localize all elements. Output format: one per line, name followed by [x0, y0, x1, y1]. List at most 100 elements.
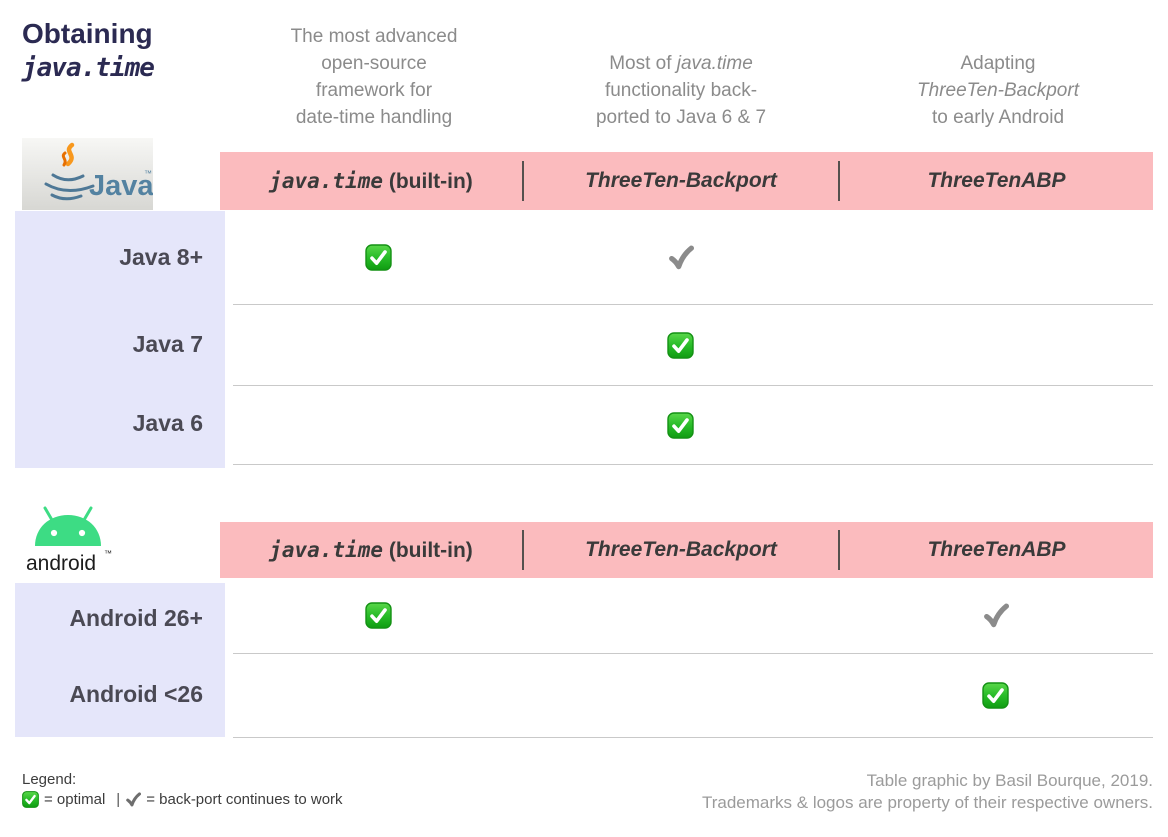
legend-heading: Legend:	[22, 771, 77, 788]
android-row-labels: Android 26+ Android <26	[15, 583, 225, 737]
legend-optimal-text: = optimal	[44, 791, 106, 808]
header-divider	[838, 530, 840, 570]
header-builtin-suffix: (built-in)	[383, 538, 473, 562]
table-row	[233, 578, 1153, 654]
android-antenna-right	[82, 506, 93, 522]
java-logo: Java ™	[22, 138, 154, 210]
optimal-check-icon	[364, 243, 392, 271]
row-label: Java 6	[132, 409, 203, 436]
header-threeten-backport: ThreeTen-Backport	[585, 169, 777, 192]
row-label: Android 26+	[69, 604, 203, 631]
row-label: Java 8+	[119, 244, 203, 270]
java-logo-text: Java	[89, 170, 153, 202]
android-antenna-left	[43, 506, 54, 522]
page-title-line2: java.time	[22, 53, 155, 83]
table-cell	[523, 578, 838, 653]
table-cell	[838, 210, 1153, 304]
header-divider	[522, 161, 524, 201]
optimal-check-icon	[22, 791, 39, 808]
android-head-icon	[35, 515, 101, 546]
android-logo-tm: ™	[104, 549, 112, 558]
android-logo: android ™	[20, 494, 144, 578]
desc-line: The most advanced	[290, 26, 458, 47]
java-cup-line3	[50, 193, 83, 201]
header-javatime-name: java.time	[269, 168, 383, 193]
desc-line: Most of java.time	[549, 50, 813, 77]
desc-text: Most of	[609, 53, 677, 74]
desc-line: open-source	[321, 53, 427, 74]
java-row-labels: Java 8+ Java 7 Java 6	[15, 211, 225, 468]
java-logo-tm: ™	[144, 169, 152, 178]
table-cell	[523, 210, 838, 304]
legend-divider: |	[116, 791, 121, 808]
java-logo-graphic: Java ™	[44, 142, 154, 202]
android-logo-text: android	[26, 552, 96, 575]
table-cell	[523, 305, 838, 385]
column-description-javatime: The most advanced open-source framework …	[234, 23, 514, 131]
java-table-header: java.time (built-in) ThreeTen-Backport T…	[220, 152, 1153, 210]
table-cell	[523, 654, 838, 737]
android-table-header: java.time (built-in) ThreeTen-Backport T…	[220, 522, 1153, 578]
header-divider	[522, 530, 524, 570]
row-label: Android <26	[69, 681, 203, 707]
desc-line: to early Android	[931, 107, 1065, 128]
optimal-check-icon	[667, 331, 694, 359]
table-cell	[838, 386, 1153, 464]
table-cell	[233, 305, 523, 385]
android-logo-graphic: android ™	[26, 506, 112, 575]
table-row	[233, 210, 1153, 305]
android-eye-left	[50, 529, 58, 537]
java-steam-icon	[65, 142, 75, 167]
table-cell	[233, 578, 523, 653]
desc-text-italic: java.time	[676, 53, 753, 74]
java-cup-line2	[44, 182, 95, 192]
header-builtin-suffix: (built-in)	[383, 169, 473, 193]
legend: Legend: = optimal | = back-port continue…	[22, 771, 343, 808]
optimal-check-icon	[364, 602, 392, 629]
column-description-abp: Adapting ThreeTen-Backport to early Andr…	[876, 50, 1120, 131]
table-row	[233, 654, 1153, 738]
android-eye-right	[78, 529, 86, 537]
header-javatime-builtin: java.time (built-in)	[220, 538, 522, 563]
table-cell	[838, 305, 1153, 385]
backport-check-icon	[126, 792, 142, 807]
header-threetenabp: ThreeTenABP	[927, 538, 1066, 561]
desc-line: date-time handling	[295, 107, 453, 128]
legend-line: = optimal | = back-port continues to wor…	[22, 791, 343, 808]
backport-check-icon	[984, 603, 1009, 628]
header-javatime-builtin: java.time (built-in)	[220, 169, 522, 194]
android-table-rows	[233, 578, 1153, 738]
page-title-line1: Obtaining	[22, 18, 153, 49]
table-row	[233, 305, 1153, 386]
table-cell	[233, 654, 523, 737]
header-divider	[838, 161, 840, 201]
java-cup-line1	[51, 173, 85, 182]
row-label: Java 7	[132, 330, 203, 357]
java-table-rows	[233, 210, 1153, 465]
desc-line-italic: ThreeTen-Backport	[917, 80, 1079, 101]
header-threetenabp: ThreeTenABP	[927, 169, 1066, 192]
credits: Table graphic by Basil Bourque, 2019. Tr…	[702, 770, 1153, 814]
header-javatime-name: java.time	[269, 537, 383, 562]
desc-line: functionality back-	[604, 80, 758, 101]
page-title: Obtaining java.time	[22, 16, 155, 86]
credit-line1: Table graphic by Basil Bourque, 2019.	[866, 771, 1153, 790]
table-cell	[523, 386, 838, 464]
desc-line: framework for	[315, 80, 433, 101]
table-cell	[233, 210, 523, 304]
column-description-backport: Most of java.time functionality back- po…	[549, 50, 813, 131]
credit-line2: Trademarks & logos are property of their…	[701, 793, 1153, 812]
table-cell	[233, 386, 523, 464]
optimal-check-icon	[667, 411, 694, 439]
table-cell	[838, 578, 1153, 653]
backport-check-icon	[669, 245, 694, 269]
table-row	[233, 386, 1153, 465]
optimal-check-icon	[982, 682, 1009, 709]
table-cell	[838, 654, 1153, 737]
legend-backport-text: = back-port continues to work	[146, 791, 343, 808]
desc-line: ported to Java 6 & 7	[595, 107, 767, 128]
header-threeten-backport: ThreeTen-Backport	[585, 538, 777, 561]
java-steam-inner-icon	[61, 151, 67, 167]
desc-line: Adapting	[960, 53, 1036, 74]
